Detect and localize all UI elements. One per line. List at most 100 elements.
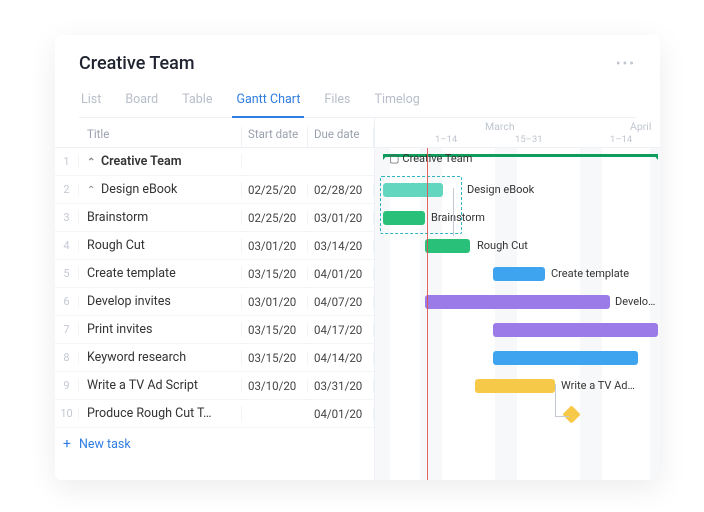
gantt-bar[interactable] — [425, 295, 610, 309]
due-date-cell[interactable]: 04/07/20 — [308, 295, 374, 309]
table-row[interactable]: 4Rough Cut03/01/2003/14/20 — [55, 232, 374, 260]
new-task-label[interactable]: New task — [79, 437, 131, 452]
group-label-wrap: ▢Creative Team — [389, 152, 472, 165]
gantt-card: Creative Team ••• List Board Table Gantt Ch… — [55, 35, 660, 480]
row-number: 5 — [55, 267, 79, 280]
task-title: Write a TV Ad Script — [87, 378, 198, 393]
gantt-lane: Rough Cut — [375, 232, 660, 260]
task-title: Develop invites — [87, 294, 171, 309]
due-date-cell[interactable]: 02/28/20 — [308, 183, 374, 197]
row-number: 1 — [55, 155, 79, 168]
range-label: 1–14 — [435, 134, 457, 145]
time-header: MarchApril1–1415–311–14 — [375, 118, 660, 148]
task-title-cell[interactable]: Create template — [79, 266, 242, 281]
row-number: 7 — [55, 323, 79, 336]
new-task-row[interactable]: + New task — [55, 428, 374, 460]
tab-list[interactable]: List — [79, 88, 103, 117]
gantt-lane: Develop… — [375, 288, 660, 316]
gantt-lane: Create template — [375, 260, 660, 288]
dependency-line — [453, 188, 454, 236]
due-date-cell[interactable]: 03/01/20 — [308, 211, 374, 225]
start-date-cell[interactable]: 03/01/20 — [242, 295, 308, 309]
task-title-cell[interactable]: Produce Rough Cut T… — [79, 406, 242, 421]
gantt-lanes: ▢Creative Team Design eBook Brainstorm Roug… — [375, 148, 660, 428]
task-title: Creative Team — [101, 154, 182, 169]
month-label: April — [630, 120, 651, 133]
row-number: 4 — [55, 239, 79, 252]
page-title: Creative Team — [79, 53, 195, 74]
due-date-cell[interactable]: 03/14/20 — [308, 239, 374, 253]
gantt-bar-label: Rough Cut — [477, 239, 528, 252]
plus-icon[interactable]: + — [55, 436, 79, 452]
gantt-lane — [375, 400, 660, 428]
task-title-cell[interactable]: Develop invites — [79, 294, 242, 309]
tab-table[interactable]: Table — [180, 88, 214, 117]
table-row[interactable]: 9 Write a TV Ad Script 03/10/2003/31/20 — [55, 372, 374, 400]
task-title-cell[interactable]: Keyword research — [79, 350, 242, 365]
gantt-lane: ▢Creative Team — [375, 148, 660, 176]
gantt-bar[interactable] — [475, 379, 555, 393]
col-due[interactable]: Due date — [308, 127, 374, 147]
task-title: Design eBook — [101, 182, 177, 197]
tab-board[interactable]: Board — [123, 88, 160, 117]
gantt-bar[interactable] — [493, 351, 638, 365]
table-row[interactable]: 7 Print invites 03/15/2004/17/20 — [55, 316, 374, 344]
task-title: Create template — [87, 266, 176, 281]
gantt-chart[interactable]: MarchApril1–1415–311–14 ▢Creative Team De… — [375, 118, 660, 480]
task-title-cell[interactable]: Brainstorm — [79, 210, 242, 225]
start-date-cell[interactable]: 03/15/20 — [242, 351, 308, 365]
chevron-up-icon[interactable]: ⌃ — [87, 185, 97, 196]
start-date-cell[interactable]: 03/01/20 — [242, 239, 308, 253]
table-row[interactable]: 10Produce Rough Cut T…04/01/20 — [55, 400, 374, 428]
due-date-cell[interactable]: 04/01/20 — [308, 267, 374, 281]
row-number: 9 — [55, 379, 79, 392]
start-date-cell[interactable]: 03/15/20 — [242, 323, 308, 337]
today-line — [427, 148, 428, 480]
more-menu-icon[interactable]: ••• — [616, 56, 636, 72]
gantt-bar-label: Brainstorm — [431, 211, 485, 224]
start-date-cell[interactable]: 03/15/20 — [242, 267, 308, 281]
due-date-cell[interactable]: 04/17/20 — [308, 323, 374, 337]
table-row[interactable]: 2 ⌃ Design eBook 02/25/2002/28/20 — [55, 176, 374, 204]
gantt-bar[interactable] — [383, 183, 443, 197]
table-row[interactable]: 3Brainstorm02/25/2003/01/20 — [55, 204, 374, 232]
task-title-cell[interactable]: Print invites — [79, 322, 242, 337]
gantt-bar[interactable] — [383, 211, 425, 225]
start-date-cell[interactable]: 02/25/20 — [242, 211, 308, 225]
task-title: Print invites — [87, 322, 152, 337]
folder-icon: ▢ — [389, 152, 399, 165]
col-start[interactable]: Start date — [242, 127, 308, 147]
gantt-bar-label: Create template — [551, 267, 629, 280]
tab-gantt-chart[interactable]: Gantt Chart — [234, 88, 302, 117]
due-date-cell[interactable]: 04/14/20 — [308, 351, 374, 365]
table-row[interactable]: 5 Create template 03/15/2004/01/20 — [55, 260, 374, 288]
milestone-icon[interactable] — [562, 405, 580, 423]
task-title-cell[interactable]: Rough Cut — [79, 238, 242, 253]
start-date-cell[interactable]: 03/10/20 — [242, 379, 308, 393]
row-number: 8 — [55, 351, 79, 364]
table-row[interactable]: 6 Develop invites 03/01/2004/07/20 — [55, 288, 374, 316]
tab-timelog[interactable]: Timelog — [373, 88, 422, 117]
gantt-bar-label: Design eBook — [467, 183, 534, 196]
body: Title Start date Due date 1 ⌃ Creative Tea… — [55, 118, 660, 480]
gantt-bar[interactable] — [493, 323, 658, 337]
task-title-cell[interactable]: Write a TV Ad Script — [79, 378, 242, 393]
table-row[interactable]: 8 Keyword research 03/15/2004/14/20 — [55, 344, 374, 372]
due-date-cell[interactable]: 03/31/20 — [308, 379, 374, 393]
row-number: 6 — [55, 295, 79, 308]
row-number: 2 — [55, 183, 79, 196]
gantt-bar-label: Develop… — [615, 295, 657, 308]
col-title[interactable]: Title — [79, 127, 242, 147]
tab-files[interactable]: Files — [322, 88, 352, 117]
table-row[interactable]: 1 ⌃ Creative Team — [55, 148, 374, 176]
dependency-line — [555, 384, 556, 416]
gantt-bar[interactable] — [425, 239, 470, 253]
range-label: 1–14 — [610, 134, 632, 145]
task-title: Keyword research — [87, 350, 186, 365]
task-title-cell[interactable]: ⌃ Creative Team — [79, 154, 242, 169]
start-date-cell[interactable]: 02/25/20 — [242, 183, 308, 197]
due-date-cell[interactable]: 04/01/20 — [308, 407, 374, 421]
chevron-up-icon[interactable]: ⌃ — [87, 157, 97, 168]
task-title-cell[interactable]: ⌃ Design eBook — [79, 182, 242, 197]
gantt-bar[interactable] — [493, 267, 545, 281]
